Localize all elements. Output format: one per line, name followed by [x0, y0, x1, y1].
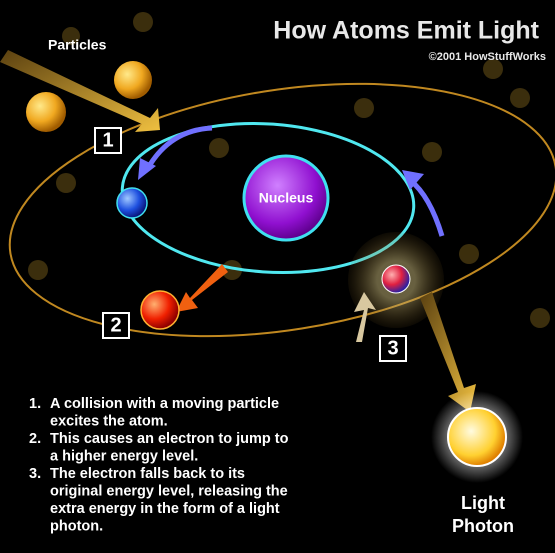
photon-label: Photon — [452, 516, 514, 536]
particle — [114, 61, 152, 99]
step-text: a higher energy level. — [50, 448, 198, 464]
particle — [26, 92, 66, 132]
step-text: A collision with a moving particle — [50, 396, 279, 412]
diagram: How Atoms Emit Light ©2001 HowStuffWorks… — [0, 0, 555, 553]
step-text: photon. — [50, 518, 103, 534]
photon-label: Light — [461, 493, 505, 513]
step-text: This causes an electron to jump to — [50, 431, 289, 447]
step-text: excites the atom. — [50, 413, 168, 429]
title: How Atoms Emit Light — [273, 17, 539, 45]
electron-falling — [382, 265, 410, 293]
marker: 1 — [102, 129, 113, 151]
step-text: The electron falls back to its — [50, 466, 245, 482]
electron-ground — [117, 188, 147, 218]
photon — [448, 408, 506, 466]
particles-label: Particles — [48, 37, 107, 53]
step-number: 2. — [29, 431, 41, 447]
step-text: original energy level, releasing the — [50, 483, 288, 499]
electron-excited — [141, 291, 179, 329]
credit: ©2001 HowStuffWorks — [429, 51, 546, 63]
marker: 2 — [110, 314, 121, 336]
nucleus-label: Nucleus — [259, 190, 314, 206]
step-text: extra energy in the form of a light — [50, 501, 280, 517]
step-number: 1. — [29, 396, 41, 412]
step-number: 3. — [29, 466, 41, 482]
marker: 3 — [387, 337, 398, 359]
